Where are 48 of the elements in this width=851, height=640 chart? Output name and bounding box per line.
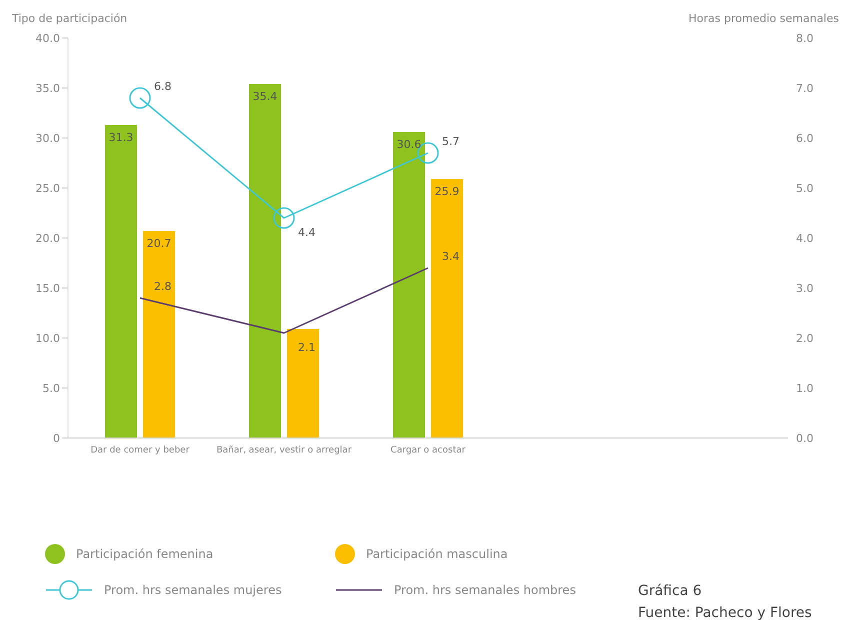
bar bbox=[143, 231, 175, 438]
y2-tick-label: 7.0 bbox=[796, 82, 814, 95]
y-tick-label: 10.0 bbox=[36, 332, 60, 345]
data-label: 20.7 bbox=[146, 237, 172, 250]
legend-label: Participación femenina bbox=[76, 547, 214, 561]
data-label: 2.8 bbox=[154, 280, 172, 293]
point bbox=[273, 207, 295, 229]
y-tick-label: 0 bbox=[53, 432, 60, 445]
y-tick-label: 30.0 bbox=[36, 132, 60, 145]
data-label: 4.4 bbox=[298, 226, 316, 239]
y-axis-title: Tipo de participación bbox=[12, 12, 128, 25]
data-label: 31.3 bbox=[108, 131, 134, 144]
bar bbox=[431, 179, 463, 438]
bar bbox=[287, 329, 319, 438]
data-label: 30.6 bbox=[396, 138, 422, 151]
bar bbox=[393, 132, 425, 438]
data-label: 2.1 bbox=[298, 341, 316, 354]
point bbox=[129, 87, 151, 109]
y2-axis-title: Horas promedio semanales bbox=[688, 12, 839, 25]
legend-label: Prom. hrs semanales mujeres bbox=[104, 583, 282, 597]
y-tick-label: 5.0 bbox=[42, 382, 60, 395]
y2-tick-label: 8.0 bbox=[796, 32, 814, 45]
data-label: 5.7 bbox=[442, 135, 460, 148]
y-tick-label: 20.0 bbox=[36, 232, 60, 245]
data-label: 6.8 bbox=[154, 80, 172, 93]
y2-tick-label: 3.0 bbox=[796, 282, 814, 295]
x-tick-label: Dar de comer y beber bbox=[90, 445, 190, 456]
y-tick-label: 25.0 bbox=[36, 182, 60, 195]
y-tick-label: 35.0 bbox=[36, 82, 60, 95]
x-tick-label: Cargar o acostar bbox=[390, 445, 466, 456]
legend-label: Participación masculina bbox=[366, 547, 508, 561]
x-tick-label: Bañar, asear, vestir o arreglar bbox=[216, 445, 352, 456]
y2-tick-label: 2.0 bbox=[796, 332, 814, 345]
bar bbox=[105, 125, 137, 438]
y2-tick-label: 0.0 bbox=[796, 432, 814, 445]
data-label: 3.4 bbox=[442, 250, 460, 263]
bar bbox=[249, 84, 281, 438]
data-label: 35.4 bbox=[252, 90, 278, 103]
data-label: 25.9 bbox=[434, 185, 460, 198]
text: Gráfica 6 bbox=[638, 582, 703, 601]
y-tick-label: 40.0 bbox=[36, 32, 60, 45]
y2-tick-label: 5.0 bbox=[796, 182, 814, 195]
legend-label: Prom. hrs semanales hombres bbox=[394, 583, 576, 597]
source-note: Fuente: Pacheco y Flores bbox=[638, 604, 812, 623]
y2-tick-label: 4.0 bbox=[796, 232, 814, 245]
y2-tick-label: 6.0 bbox=[796, 132, 814, 145]
y-tick-label: 15.0 bbox=[36, 282, 60, 295]
y2-tick-label: 1.0 bbox=[796, 382, 814, 395]
